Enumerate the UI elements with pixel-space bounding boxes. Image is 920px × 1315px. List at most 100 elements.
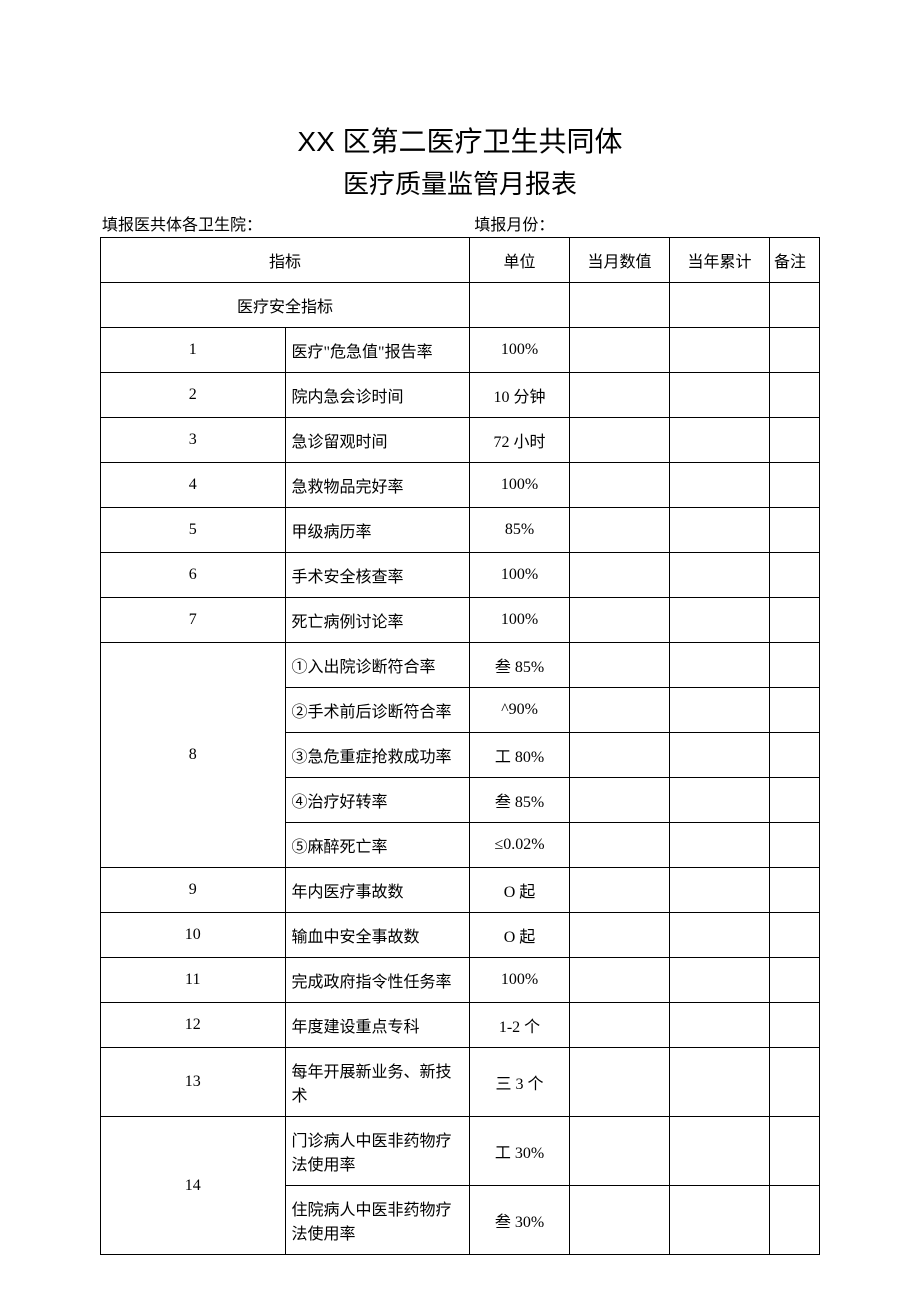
cell-num: 10 xyxy=(101,913,286,958)
title-sub: 医疗质量监管月报表 xyxy=(100,164,820,201)
cell-month xyxy=(570,688,670,733)
cell-month xyxy=(570,553,670,598)
cell-indicator: 院内急会诊时间 xyxy=(285,373,470,418)
cell-num: 7 xyxy=(101,598,286,643)
cell-year xyxy=(670,823,770,868)
table-row: 10 输血中安全事故数 O 起 xyxy=(101,913,820,958)
cell-year xyxy=(670,553,770,598)
table-row: 1 医疗"危急值"报告率 100% xyxy=(101,328,820,373)
cell-month xyxy=(570,1117,670,1186)
cell-num: 9 xyxy=(101,868,286,913)
cell-note xyxy=(770,418,820,463)
cell-month xyxy=(570,823,670,868)
cell-note xyxy=(770,1186,820,1255)
cell-note xyxy=(770,823,820,868)
cell-month xyxy=(570,913,670,958)
cell-unit: 三 3 个 xyxy=(470,1048,570,1117)
cell-note xyxy=(770,508,820,553)
cell-note xyxy=(770,598,820,643)
hdr-indicator: 指标 xyxy=(101,238,470,283)
cell-num: 8 xyxy=(101,643,286,868)
cell-indicator: ①入出院诊断符合率 xyxy=(285,643,470,688)
section-note xyxy=(770,283,820,328)
cell-unit: 工 30% xyxy=(470,1117,570,1186)
cell-indicator: 门诊病人中医非药物疗法使用率 xyxy=(285,1117,470,1186)
cell-month xyxy=(570,373,670,418)
cell-indicator: 医疗"危急值"报告率 xyxy=(285,328,470,373)
hdr-unit: 单位 xyxy=(470,238,570,283)
cell-unit: O 起 xyxy=(470,913,570,958)
cell-indicator: 输血中安全事故数 xyxy=(285,913,470,958)
cell-indicator: 急救物品完好率 xyxy=(285,463,470,508)
table-row: 2 院内急会诊时间 10 分钟 xyxy=(101,373,820,418)
cell-note xyxy=(770,463,820,508)
section-label: 医疗安全指标 xyxy=(101,283,470,328)
cell-note xyxy=(770,373,820,418)
cell-note xyxy=(770,958,820,1003)
cell-year xyxy=(670,958,770,1003)
cell-num: 11 xyxy=(101,958,286,1003)
cell-num: 2 xyxy=(101,373,286,418)
cell-indicator: ②手术前后诊断符合率 xyxy=(285,688,470,733)
hdr-note: 备注 xyxy=(770,238,820,283)
cell-year xyxy=(670,733,770,778)
meta-left-label: 填报医共体各卫生院： xyxy=(102,211,474,235)
cell-unit: 叁 85% xyxy=(470,643,570,688)
cell-indicator: 每年开展新业务、新技术 xyxy=(285,1048,470,1117)
cell-note xyxy=(770,778,820,823)
cell-num: 5 xyxy=(101,508,286,553)
section-unit xyxy=(470,283,570,328)
table-row: 7 死亡病例讨论率 100% xyxy=(101,598,820,643)
cell-unit: O 起 xyxy=(470,868,570,913)
cell-year xyxy=(670,688,770,733)
cell-num: 1 xyxy=(101,328,286,373)
cell-month xyxy=(570,328,670,373)
cell-num: 13 xyxy=(101,1048,286,1117)
cell-month xyxy=(570,508,670,553)
section-year xyxy=(670,283,770,328)
cell-year xyxy=(670,508,770,553)
cell-year xyxy=(670,463,770,508)
table-row: 13 每年开展新业务、新技术 三 3 个 xyxy=(101,1048,820,1117)
meta-right-label: 填报月份： xyxy=(474,211,818,235)
table-row: 4 急救物品完好率 100% xyxy=(101,463,820,508)
section-month xyxy=(570,283,670,328)
cell-note xyxy=(770,733,820,778)
cell-indicator: 手术安全核查率 xyxy=(285,553,470,598)
cell-year xyxy=(670,778,770,823)
hdr-year: 当年累计 xyxy=(670,238,770,283)
cell-note xyxy=(770,643,820,688)
cell-unit: 100% xyxy=(470,958,570,1003)
table-row: 12 年度建设重点专科 1-2 个 xyxy=(101,1003,820,1048)
meta-row: 填报医共体各卫生院： 填报月份： xyxy=(100,211,820,237)
cell-num: 3 xyxy=(101,418,286,463)
cell-unit: 100% xyxy=(470,328,570,373)
table-row: 11 完成政府指令性任务率 100% xyxy=(101,958,820,1003)
cell-month xyxy=(570,1048,670,1117)
cell-month xyxy=(570,733,670,778)
cell-year xyxy=(670,1117,770,1186)
cell-indicator: 年度建设重点专科 xyxy=(285,1003,470,1048)
table-row: 8 ①入出院诊断符合率 叁 85% xyxy=(101,643,820,688)
cell-unit: 85% xyxy=(470,508,570,553)
cell-year xyxy=(670,598,770,643)
cell-indicator: 住院病人中医非药物疗法使用率 xyxy=(285,1186,470,1255)
cell-year xyxy=(670,1186,770,1255)
cell-month xyxy=(570,418,670,463)
cell-year xyxy=(670,868,770,913)
section-row: 医疗安全指标 xyxy=(101,283,820,328)
cell-indicator: ⑤麻醉死亡率 xyxy=(285,823,470,868)
cell-month xyxy=(570,463,670,508)
cell-indicator: 急诊留观时间 xyxy=(285,418,470,463)
cell-year xyxy=(670,913,770,958)
cell-month xyxy=(570,958,670,1003)
cell-month xyxy=(570,1003,670,1048)
cell-unit: 100% xyxy=(470,598,570,643)
cell-month xyxy=(570,1186,670,1255)
table-row: 3 急诊留观时间 72 小时 xyxy=(101,418,820,463)
cell-unit: 叁 30% xyxy=(470,1186,570,1255)
title-main: XX 区第二医疗卫生共同体 xyxy=(100,120,820,160)
table-row: 14 门诊病人中医非药物疗法使用率 工 30% xyxy=(101,1117,820,1186)
cell-unit: ≤0.02% xyxy=(470,823,570,868)
cell-unit: 100% xyxy=(470,463,570,508)
